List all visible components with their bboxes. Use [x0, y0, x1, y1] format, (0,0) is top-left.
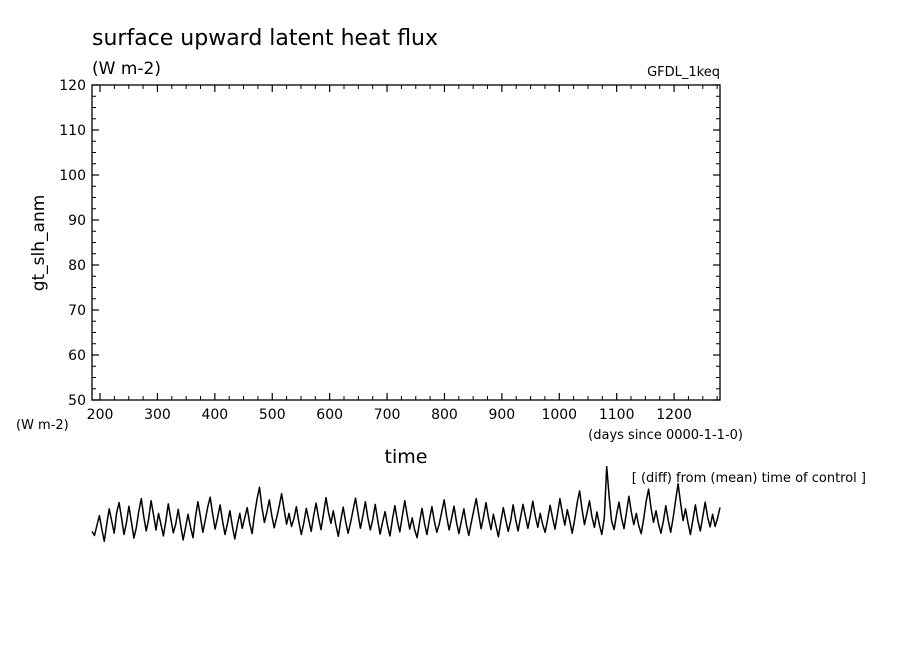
x-tick-label: 800	[431, 407, 458, 423]
x-tick-label: 400	[201, 407, 228, 423]
y-tick-label: 120	[59, 78, 86, 94]
y-tick-label: 110	[59, 123, 86, 139]
y-axis-label: gt_slh_anm	[29, 195, 49, 292]
note-label: [ (diff) from (mean) time of control ]	[632, 471, 866, 486]
y-axis: 50 60 70 80 90 100 110 120	[59, 78, 720, 409]
model-label: GFDL_1keq	[647, 65, 720, 80]
x-tick-label: 200	[87, 407, 114, 423]
y-tick-label: 70	[68, 303, 86, 319]
chart-subtitle: (W m-2)	[92, 59, 161, 79]
y-tick-label: 100	[59, 168, 86, 184]
x-tick-label: 300	[144, 407, 171, 423]
y-tick-label: 50	[68, 393, 86, 409]
y-tick-label: 90	[68, 213, 86, 229]
chart-title: surface upward latent heat flux	[92, 26, 438, 51]
x-tick-label: 1100	[599, 407, 635, 423]
x-tick-label: 500	[259, 407, 286, 423]
x-axis-unit: (days since 0000-1-1-0)	[588, 428, 743, 443]
series-layer	[91, 465, 721, 543]
y-tick-label: 60	[68, 348, 86, 364]
x-tick-label: 600	[316, 407, 343, 423]
x-axis: 200 300 400 500 600 700 800 900 1000 1100 1200	[87, 85, 718, 423]
x-axis-label: time	[385, 446, 428, 468]
x-tick-label: 1000	[541, 407, 577, 423]
y-tick-label: 80	[68, 258, 86, 274]
plot-frame	[91, 84, 721, 401]
series-line-0	[91, 465, 721, 543]
x-tick-label: 1200	[656, 407, 692, 423]
y-axis-unit: (W m-2)	[16, 418, 69, 433]
x-tick-label: 900	[488, 407, 515, 423]
x-tick-label: 700	[374, 407, 401, 423]
